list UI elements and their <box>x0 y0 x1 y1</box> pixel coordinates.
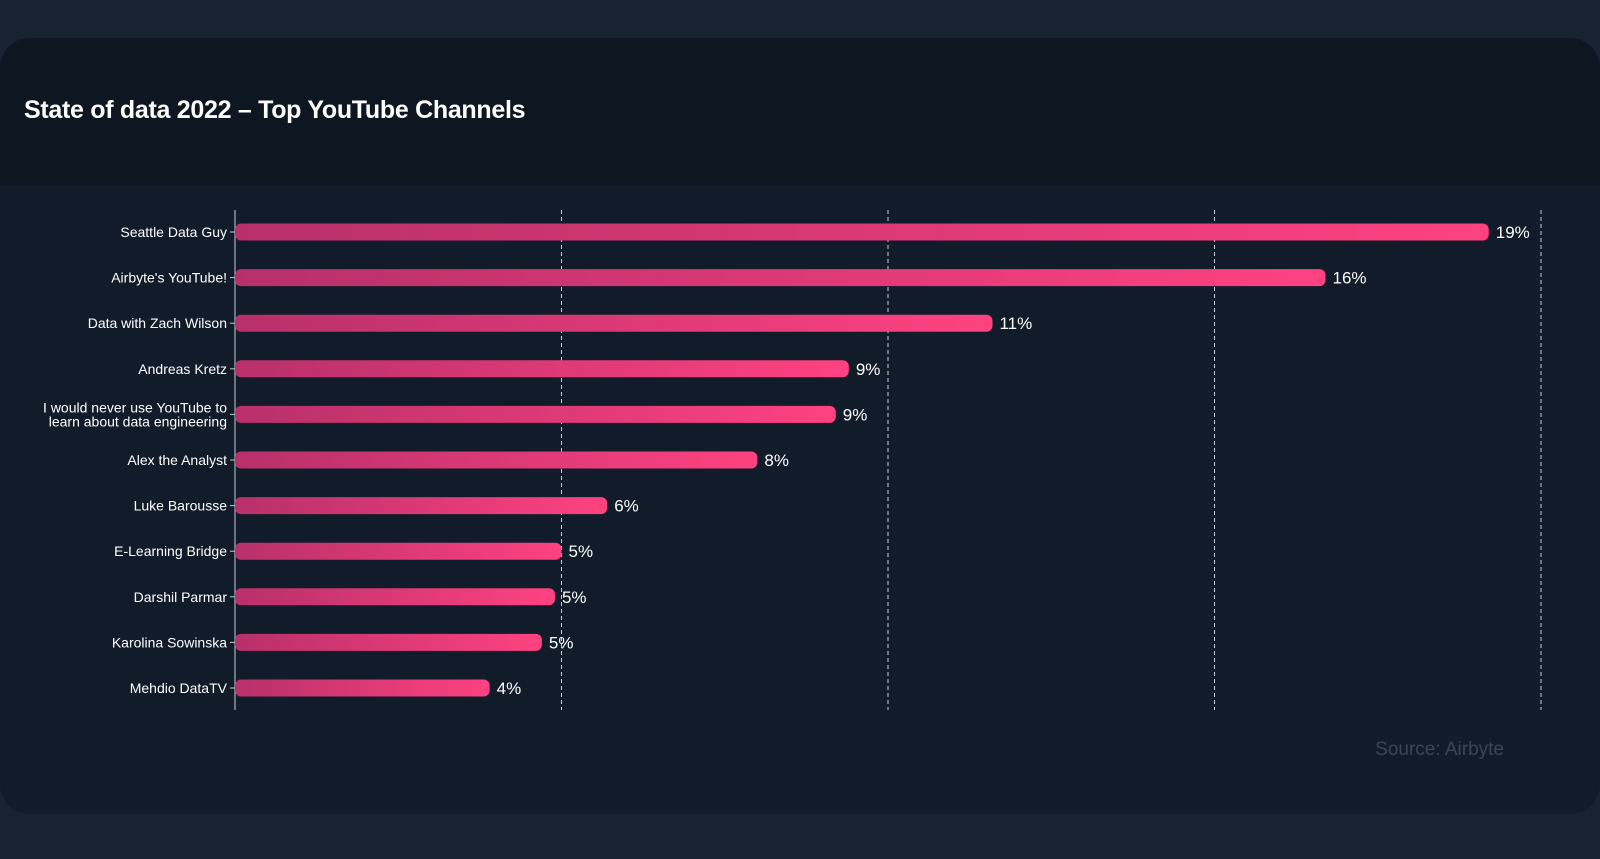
category-label-line: Seattle Data Guy <box>120 224 227 240</box>
bar <box>235 360 849 378</box>
category-label-line: Luke Barousse <box>134 498 228 514</box>
bar <box>235 223 1489 241</box>
value-label: 5% <box>562 588 587 607</box>
category-label-line: Karolina Sowinska <box>112 634 227 650</box>
category-label-line: Alex the Analyst <box>127 452 227 468</box>
chart-title: State of data 2022 – Top YouTube Channel… <box>24 96 526 124</box>
bar <box>235 633 542 651</box>
value-label: 9% <box>843 405 868 424</box>
value-labels: 19% 16% 11% 9% 9% 8% 6% 5% 5% 5% 4% <box>497 223 1530 698</box>
category-label: Airbyte's YouTube! <box>111 270 227 286</box>
source-note: Source: Airbyte <box>1375 739 1504 760</box>
value-label: 8% <box>764 451 789 470</box>
category-label: Alex the Analyst <box>127 452 227 468</box>
value-label: 4% <box>497 679 522 698</box>
value-label: 6% <box>614 497 639 516</box>
category-label-line: Darshil Parmar <box>134 589 228 605</box>
value-label: 5% <box>569 542 594 561</box>
bar <box>235 451 758 469</box>
category-label: Mehdio DataTV <box>130 680 228 696</box>
bar <box>235 269 1326 287</box>
category-label: I would never use YouTube to learn about … <box>43 399 227 429</box>
category-labels: Seattle Data Guy Airbyte's YouTube! Data w… <box>43 224 228 696</box>
category-label: Data with Zach Wilson <box>88 315 227 331</box>
bars <box>235 223 1489 697</box>
bar <box>235 497 608 515</box>
bar <box>235 405 836 423</box>
value-label: 9% <box>856 360 881 379</box>
category-label-line: Data with Zach Wilson <box>88 315 227 331</box>
value-label: 19% <box>1496 223 1530 242</box>
bar <box>235 588 555 606</box>
category-label: Darshil Parmar <box>134 589 228 605</box>
category-label-line: E-Learning Bridge <box>114 543 227 559</box>
bar <box>235 542 562 560</box>
category-label-line: Mehdio DataTV <box>130 680 228 696</box>
value-label: 11% <box>999 314 1032 333</box>
card-header: State of data 2022 – Top YouTube Channel… <box>0 38 1600 186</box>
category-label-line: Andreas Kretz <box>138 361 227 377</box>
category-label-line: Airbyte's YouTube! <box>111 270 227 286</box>
category-label: Luke Barousse <box>134 498 228 514</box>
value-label: 5% <box>549 633 574 652</box>
bar <box>235 679 490 697</box>
category-label: Karolina Sowinska <box>112 634 227 650</box>
category-label-line: learn about data engineering <box>49 413 227 429</box>
bar <box>235 314 993 332</box>
value-label: 16% <box>1333 269 1367 288</box>
category-label-line: I would never use YouTube to <box>43 399 227 415</box>
category-label: Seattle Data Guy <box>120 224 227 240</box>
category-label: E-Learning Bridge <box>114 543 227 559</box>
category-label: Andreas Kretz <box>138 361 227 377</box>
